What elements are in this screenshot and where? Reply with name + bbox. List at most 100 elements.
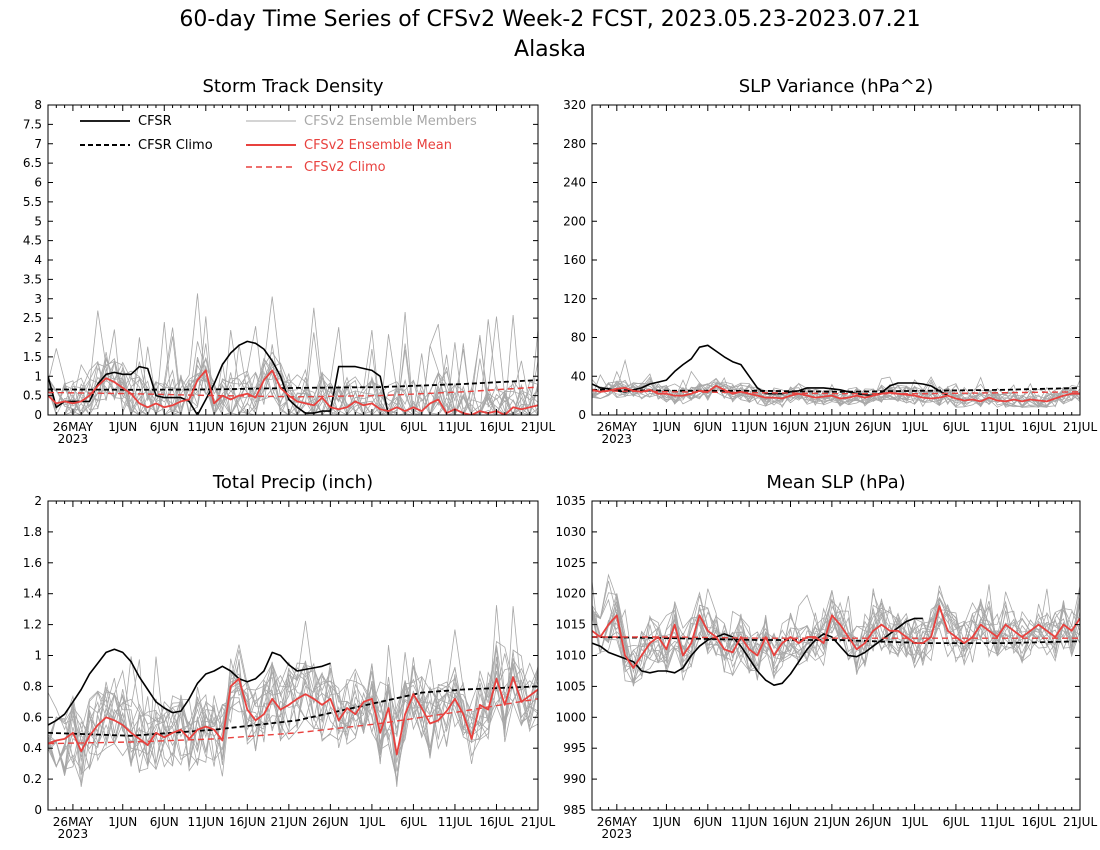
- x-tick-sublabel: 2023: [602, 432, 633, 446]
- x-tick-label: 11JUL: [438, 815, 473, 829]
- x-tick-label: 11JUN: [188, 815, 225, 829]
- panel-title: Mean SLP (hPa): [766, 472, 905, 493]
- plot-frame: [591, 104, 1081, 416]
- plot-area: [592, 344, 1080, 409]
- series-line-cfsr: [48, 648, 331, 726]
- plot-area: [592, 573, 1080, 687]
- x-tick-label: 21JUL: [1063, 420, 1098, 434]
- y-tick-label: 1000: [555, 710, 586, 724]
- x-tick-label: 16JUL: [1022, 420, 1057, 434]
- x-tick-label: 21JUL: [521, 420, 556, 434]
- y-tick-label: 4: [34, 253, 42, 267]
- panel-title: Storm Track Density: [202, 76, 383, 97]
- y-tick-label: 0: [34, 803, 42, 817]
- x-tick-label: 21JUN: [271, 420, 308, 434]
- series-line-climo: [592, 387, 1080, 393]
- chart-panel-1: Storm Track Density 0 0.5 1 1.5 2 2.5 3 3.5 4 4.5 5…: [23, 76, 556, 446]
- series-line-cfsr: [592, 344, 949, 397]
- x-tick-label: 26MAY: [597, 420, 638, 434]
- x-tick-label: 21JUN: [814, 815, 851, 829]
- x-tick-label: 1JUN: [108, 420, 137, 434]
- y-tick-label: 0.5: [23, 389, 42, 403]
- x-tick-label: 6JUN: [693, 815, 722, 829]
- panel-title: Total Precip (inch): [212, 472, 373, 493]
- y-tick-label: 0.6: [23, 710, 42, 724]
- y-tick-label: 1.5: [23, 350, 42, 364]
- series-line-ens-mean: [48, 676, 538, 756]
- series-line-ens-mean: [48, 369, 538, 415]
- x-tick-label: 6JUL: [400, 815, 427, 829]
- x-tick-label: 6JUN: [150, 815, 179, 829]
- x-tick-label: 26JUN: [312, 815, 349, 829]
- x-tick-label: 11JUN: [188, 420, 225, 434]
- y-tick-label: 0.2: [23, 772, 42, 786]
- x-tick-label: 1JUL: [901, 815, 928, 829]
- y-tick-label: 1.8: [23, 525, 42, 539]
- figure-title: 60-day Time Series of CFSv2 Week-2 FCST,…: [179, 7, 920, 32]
- x-tick-label: 16JUN: [772, 815, 809, 829]
- series-line-climo: [48, 685, 538, 737]
- y-tick-label: 1: [34, 369, 42, 383]
- y-tick-label: 1020: [555, 587, 586, 601]
- x-tick-label: 21JUL: [521, 815, 556, 829]
- y-tick-label: 80: [571, 331, 586, 345]
- ensemble-member-line: [48, 605, 538, 764]
- series-line-ens-mean: [592, 384, 1080, 403]
- x-tick-label: 1JUN: [652, 815, 681, 829]
- x-tick-label: 6JUN: [693, 420, 722, 434]
- x-tick-label: 6JUL: [400, 420, 427, 434]
- ensemble-member-line: [48, 307, 538, 415]
- x-tick-label: 26MAY: [597, 815, 638, 829]
- y-tick-label: 3.5: [23, 272, 42, 286]
- series-line-ens-mean: [592, 605, 1080, 669]
- y-tick-label: 1015: [555, 618, 586, 632]
- series-line-climo: [48, 379, 538, 391]
- y-tick-label: 1030: [555, 525, 586, 539]
- ensemble-member-line: [48, 644, 538, 775]
- x-tick-label: 16JUN: [772, 420, 809, 434]
- x-tick-label: 26MAY: [53, 815, 94, 829]
- legend: CFSR CFSR Climo CFSv2 Ensemble Members CFSv…: [80, 114, 477, 175]
- x-tick-label: 26MAY: [53, 420, 94, 434]
- y-tick-label: 6: [34, 176, 42, 190]
- ensemble-member-line: [48, 321, 538, 415]
- y-tick-label: 3: [34, 292, 42, 306]
- x-tick-label: 16JUL: [1022, 815, 1057, 829]
- ensemble-member-line: [48, 606, 538, 782]
- y-tick-label: 4.5: [23, 234, 42, 248]
- x-tick-label: 16JUL: [479, 420, 514, 434]
- x-tick-label: 1JUN: [108, 815, 137, 829]
- series-line-ens-climo: [592, 636, 1080, 639]
- ensemble-member-line: [48, 343, 538, 415]
- y-tick-label: 7: [34, 137, 42, 151]
- y-tick-label: 2.5: [23, 311, 42, 325]
- x-tick-label: 6JUN: [150, 420, 179, 434]
- ensemble-member-line: [48, 319, 538, 415]
- ensemble-member-line: [48, 644, 538, 787]
- y-tick-label: 240: [563, 176, 586, 190]
- x-tick-label: 1JUL: [359, 815, 386, 829]
- plot-area: [48, 605, 538, 787]
- y-tick-label: 990: [563, 772, 586, 786]
- x-tick-label: 16JUN: [229, 815, 266, 829]
- plot-area: [48, 293, 538, 415]
- x-tick-sublabel: 2023: [602, 827, 633, 841]
- x-tick-label: 16JUN: [229, 420, 266, 434]
- y-tick-label: 120: [563, 292, 586, 306]
- legend-label: CFSv2 Climo: [304, 160, 386, 175]
- x-tick-sublabel: 2023: [58, 432, 89, 446]
- ensemble-member-line: [48, 629, 538, 777]
- y-tick-label: 0: [578, 408, 586, 422]
- y-tick-label: 1.6: [23, 556, 42, 570]
- x-tick-label: 1JUN: [652, 420, 681, 434]
- y-tick-label: 160: [563, 253, 586, 267]
- ensemble-member-line: [592, 590, 1080, 668]
- ensemble-member-line: [48, 329, 538, 415]
- x-tick-label: 11JUN: [731, 420, 768, 434]
- x-tick-label: 11JUL: [438, 420, 473, 434]
- y-tick-label: 985: [563, 803, 586, 817]
- ensemble-member-line: [592, 585, 1080, 673]
- x-tick-label: 26JUN: [312, 420, 349, 434]
- series-line-cfsr: [592, 617, 923, 687]
